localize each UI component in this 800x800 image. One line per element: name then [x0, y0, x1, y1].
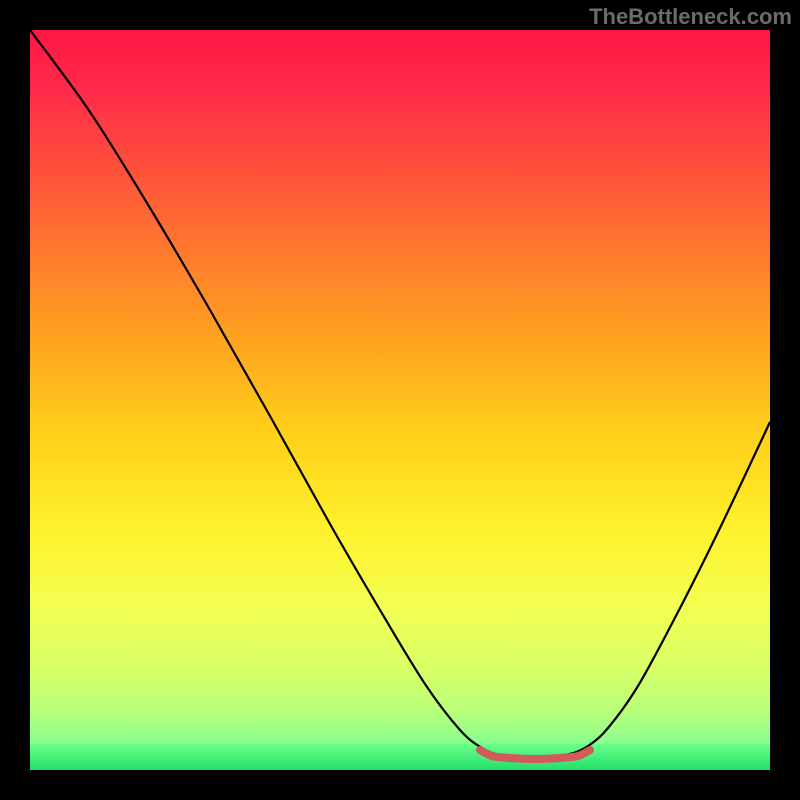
- watermark-label: TheBottleneck.com: [589, 4, 792, 30]
- chart-container: TheBottleneck.com: [0, 0, 800, 800]
- curve-layer: [30, 30, 770, 770]
- bottleneck-curve: [30, 30, 770, 757]
- optimal-range-marker: [480, 750, 590, 759]
- plot-area: [30, 30, 770, 770]
